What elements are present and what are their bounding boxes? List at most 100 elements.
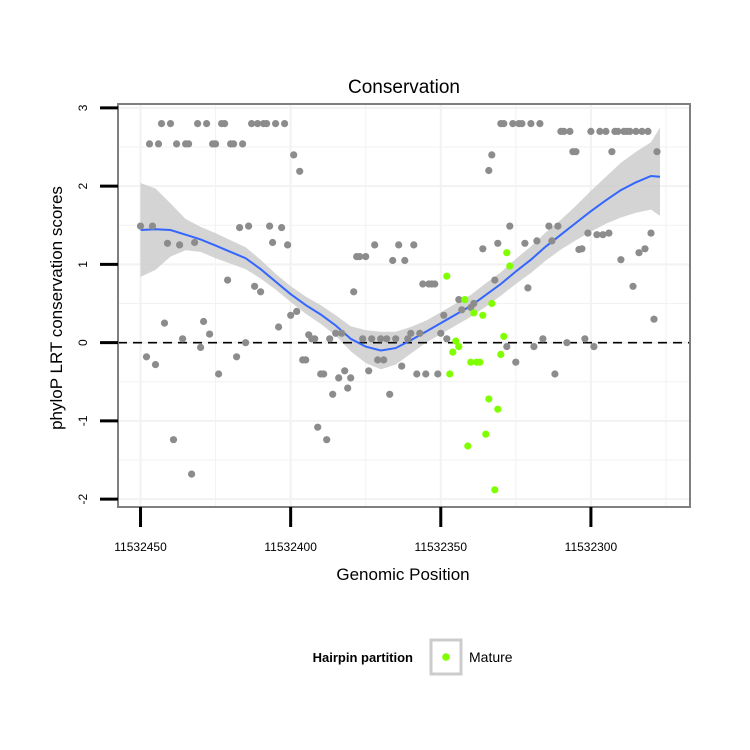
data-point-other [518, 120, 526, 128]
data-point-other [431, 280, 439, 288]
data-point-mature [443, 272, 451, 280]
data-point-other [362, 253, 370, 261]
data-point-other [380, 356, 388, 364]
data-point-other [485, 166, 493, 175]
data-point-other [641, 245, 649, 253]
data-point-other [404, 335, 412, 343]
data-point-other [533, 237, 541, 245]
data-point-other [554, 222, 562, 230]
y-tick-label: 2 [76, 183, 90, 190]
data-point-other [545, 222, 553, 230]
data-points [136, 120, 661, 494]
legend-title: Hairpin partition [313, 650, 413, 665]
data-point-other [602, 127, 610, 135]
data-point-other [560, 127, 568, 135]
data-point-other [422, 370, 430, 378]
panel-border [117, 103, 691, 508]
data-point-other [440, 311, 448, 319]
data-point-other [578, 245, 586, 253]
data-point-other [524, 284, 532, 292]
data-point-mature [455, 343, 463, 351]
data-point-other [548, 237, 556, 245]
data-point-mature [497, 350, 505, 358]
data-point-other [179, 335, 187, 343]
data-point-other [350, 288, 358, 296]
data-point-other [407, 329, 415, 337]
data-point-other [377, 335, 385, 343]
data-point-other [293, 307, 301, 315]
y-tick-label: 0 [76, 339, 90, 346]
data-point-other [398, 362, 406, 370]
data-point-other [151, 361, 160, 369]
legend-key-mature [442, 653, 450, 661]
data-point-other [203, 120, 211, 128]
data-point-mature [494, 405, 502, 413]
data-point-other [200, 317, 208, 326]
data-point-other [230, 140, 238, 148]
data-point-other [491, 276, 499, 284]
y-tick-label: 3 [76, 104, 90, 111]
x-tick-label: 11532450 [114, 540, 167, 554]
data-point-other [644, 127, 652, 135]
data-point-other [242, 339, 250, 347]
data-point-other [530, 343, 538, 351]
data-point-other [434, 370, 442, 378]
data-point-other [160, 319, 169, 327]
data-point-other [212, 140, 220, 148]
confidence-ribbon [140, 127, 660, 370]
data-point-mature [461, 296, 469, 304]
data-point-other [392, 335, 400, 343]
data-point-other [584, 229, 592, 237]
data-point-mature [491, 486, 499, 494]
data-point-other [599, 231, 607, 239]
data-point-mature [467, 358, 475, 366]
data-point-other [136, 222, 145, 230]
data-point-other [236, 224, 244, 232]
smooth-line-layer [140, 174, 661, 352]
data-point-other [326, 335, 334, 343]
data-point-other [566, 127, 574, 135]
data-point-mature [449, 348, 457, 356]
data-point-other [509, 120, 517, 128]
data-point-other [329, 390, 337, 398]
data-point-other [614, 127, 622, 135]
data-point-other [281, 120, 289, 128]
data-point-other [157, 120, 166, 128]
data-point-other [536, 120, 544, 128]
data-point-other [323, 436, 331, 444]
data-point-other [191, 238, 199, 247]
data-point-other [647, 229, 655, 237]
data-point-other [527, 120, 535, 128]
data-point-other [563, 339, 571, 347]
data-point-other [257, 288, 265, 296]
data-point-other [593, 231, 601, 239]
grid-lines [118, 104, 690, 507]
data-point-other [401, 256, 409, 265]
x-tick-label: 11532400 [264, 540, 317, 554]
data-point-other [278, 224, 286, 232]
data-point-other [503, 343, 511, 351]
data-point-other [284, 241, 292, 249]
data-point-other [455, 296, 463, 304]
data-point-other [176, 241, 184, 249]
y-axis: -2 -1 0 1 2 3 [76, 104, 118, 505]
data-point-other [488, 151, 496, 159]
data-point-other [521, 239, 529, 247]
y-tick-label: 1 [76, 261, 90, 268]
data-point-other [389, 256, 397, 265]
data-point-mature [506, 262, 514, 270]
data-point-other [371, 241, 379, 249]
data-point-other [311, 335, 319, 343]
data-point-other [338, 329, 346, 337]
data-point-other [551, 370, 559, 378]
data-point-other [629, 282, 637, 290]
chart-title: Conservation [348, 77, 460, 98]
data-point-other [470, 299, 478, 308]
data-point-other [145, 140, 154, 148]
data-point-other [416, 329, 424, 337]
data-point-other [197, 343, 205, 351]
x-axis: 11532450 11532400 11532350 11532300 [114, 507, 617, 554]
data-point-other [347, 374, 355, 382]
data-point-other [413, 370, 421, 378]
